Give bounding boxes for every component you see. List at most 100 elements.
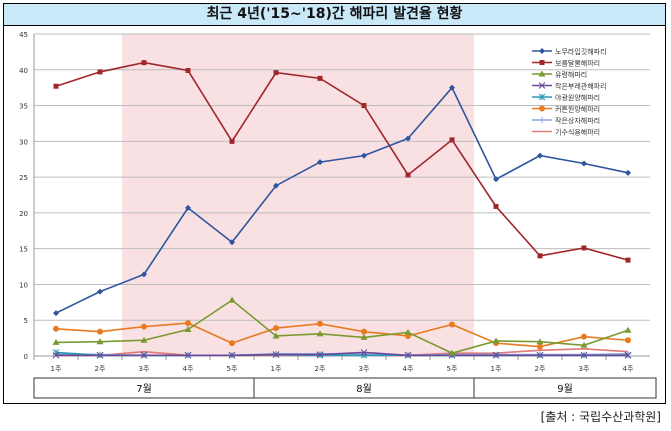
data-point [229,239,235,246]
data-point [52,349,60,356]
data-point [185,67,191,73]
data-point [184,351,192,359]
chart-title: 최근 4년('15~'18)간 해파리 발견율 현황 [4,4,665,26]
data-point [96,338,104,345]
data-point [449,84,455,91]
x-tick-label: 4주 [623,365,634,373]
data-point [140,351,148,359]
data-point [537,343,543,350]
data-point [273,182,279,189]
legend-label: 노무라입깃해파리 [555,47,607,56]
data-point [581,160,587,167]
data-point [141,271,147,278]
data-point [141,323,147,330]
data-point [97,288,103,295]
y-tick-label: 40 [19,67,28,75]
data-point [404,351,412,359]
data-point [273,70,279,76]
data-point [229,340,235,347]
month-label: 7월 [136,383,152,395]
data-point [317,75,323,81]
y-tick-label: 10 [19,281,28,289]
legend-label: 커튼원양해파리 [555,105,600,114]
y-tick-label: 20 [19,210,28,218]
data-point [405,135,411,142]
x-tick-label: 5주 [447,365,458,373]
data-point [185,204,191,211]
data-point [405,172,411,178]
data-point [360,333,368,340]
data-point [361,103,367,109]
data-point [625,337,631,344]
y-tick-label: 25 [19,174,28,182]
data-point [625,257,631,263]
data-point [228,296,236,303]
y-tick-label: 45 [19,31,28,39]
data-point [272,351,280,358]
x-tick-label: 2주 [535,365,546,373]
data-point [537,152,543,159]
data-point [624,326,632,333]
source-note: [출처 : 국립수산과학원] [540,410,661,424]
legend-marker [538,70,546,77]
data-point [229,138,235,144]
data-point [272,332,280,339]
data-point [184,326,192,333]
month-label: 8월 [356,383,372,395]
data-point [53,83,59,89]
data-point [537,253,543,259]
y-tick-label: 0 [24,353,28,361]
data-point [140,336,148,343]
x-tick-label: 1주 [51,365,62,373]
data-point [96,351,104,359]
legend-label: 야광원양해파리 [555,93,600,102]
y-tick-label: 30 [19,138,28,146]
series-line [55,61,629,261]
data-point [360,349,368,356]
legend-label: 작은상자해파리 [555,116,600,125]
data-point [624,351,632,359]
data-point [449,321,455,328]
x-tick-label: 3주 [359,365,370,373]
data-point [97,69,103,75]
data-point [273,325,279,332]
data-point [185,320,191,327]
data-point [492,351,500,359]
data-point [361,152,367,159]
data-point [317,159,323,166]
legend-marker [538,93,546,101]
y-tick-label: 15 [19,246,28,254]
data-point [141,60,147,66]
data-point [52,338,60,345]
x-tick-label: 4주 [183,365,194,373]
data-point [580,351,588,359]
data-point [449,137,455,143]
x-tick-label: 3주 [139,365,150,373]
x-tick-label: 2주 [95,365,106,373]
data-point [316,351,324,358]
data-point [361,328,367,335]
legend-marker [539,48,545,54]
legend-label: 보름달물해파리 [555,59,600,68]
data-point [493,176,499,183]
data-point [625,169,631,176]
y-tick-label: 35 [19,103,28,111]
highlight-band [122,34,474,356]
data-point [580,341,588,348]
data-point [493,203,499,209]
data-point [53,310,59,317]
legend-marker [539,105,545,112]
series-line [55,322,629,348]
data-point [52,351,60,359]
x-tick-label: 1주 [271,365,282,373]
x-tick-label: 1주 [491,365,502,373]
data-point [316,330,324,337]
data-point [53,325,59,332]
data-point [448,349,456,356]
data-point [404,328,412,335]
data-point [581,333,587,340]
x-tick-label: 3주 [579,365,590,373]
month-label: 9월 [557,383,573,395]
